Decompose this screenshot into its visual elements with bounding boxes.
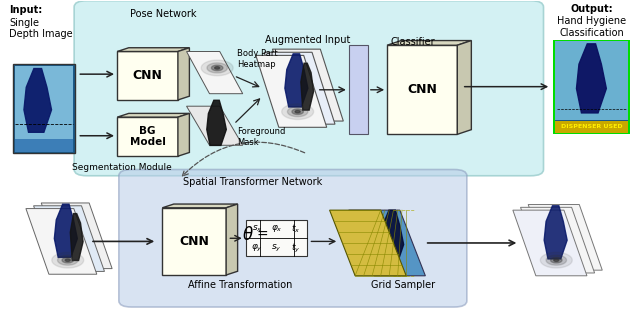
Bar xyxy=(13,64,76,153)
Text: DISPENSER USED: DISPENSER USED xyxy=(561,124,622,129)
Polygon shape xyxy=(26,208,97,274)
Polygon shape xyxy=(550,257,562,263)
Polygon shape xyxy=(24,68,52,132)
Text: $s_x$: $s_x$ xyxy=(252,223,262,234)
Text: $t_x$: $t_x$ xyxy=(291,222,301,235)
Bar xyxy=(555,41,628,133)
Polygon shape xyxy=(211,65,223,71)
Text: Spatial Transformer Network: Spatial Transformer Network xyxy=(183,177,323,187)
Bar xyxy=(555,121,628,133)
Text: $\varphi_y$: $\varphi_y$ xyxy=(252,242,263,253)
Polygon shape xyxy=(186,106,243,145)
Polygon shape xyxy=(387,45,458,134)
Bar xyxy=(553,40,630,134)
Text: CNN: CNN xyxy=(179,235,209,248)
Polygon shape xyxy=(178,113,189,156)
Polygon shape xyxy=(528,204,602,270)
Text: Augmented Input: Augmented Input xyxy=(264,35,350,45)
Polygon shape xyxy=(381,210,404,263)
Text: Hand Hygiene: Hand Hygiene xyxy=(557,16,626,26)
Polygon shape xyxy=(544,206,567,259)
Text: Body Part
Heatmap: Body Part Heatmap xyxy=(237,49,278,68)
Polygon shape xyxy=(214,67,220,69)
Text: $\theta$: $\theta$ xyxy=(242,226,254,244)
Polygon shape xyxy=(226,204,237,275)
Polygon shape xyxy=(554,259,559,262)
Polygon shape xyxy=(458,41,471,134)
Text: CNN: CNN xyxy=(407,83,437,96)
Bar xyxy=(15,139,74,152)
Polygon shape xyxy=(62,257,74,263)
Polygon shape xyxy=(540,252,572,268)
Text: Pose Network: Pose Network xyxy=(131,8,196,19)
Polygon shape xyxy=(163,204,237,208)
Polygon shape xyxy=(295,111,300,113)
Text: CNN: CNN xyxy=(132,69,163,82)
Polygon shape xyxy=(207,63,227,73)
Polygon shape xyxy=(282,104,314,120)
Polygon shape xyxy=(54,204,77,257)
Polygon shape xyxy=(117,51,178,100)
Text: Affine Transformation: Affine Transformation xyxy=(188,280,292,290)
Text: $s_y$: $s_y$ xyxy=(271,242,282,253)
Polygon shape xyxy=(33,206,104,271)
Text: Classification: Classification xyxy=(559,28,624,38)
FancyBboxPatch shape xyxy=(119,170,467,307)
Bar xyxy=(349,45,368,134)
Text: Output:: Output: xyxy=(570,4,612,14)
Bar xyxy=(246,220,307,256)
Polygon shape xyxy=(387,41,471,45)
Polygon shape xyxy=(207,100,227,145)
Polygon shape xyxy=(273,49,343,121)
Polygon shape xyxy=(256,55,326,127)
Polygon shape xyxy=(52,252,84,268)
Polygon shape xyxy=(70,214,83,261)
Polygon shape xyxy=(292,109,303,115)
Text: =: = xyxy=(256,228,268,242)
Text: Grid Sampler: Grid Sampler xyxy=(371,280,435,290)
Polygon shape xyxy=(520,207,595,273)
Text: Classifier: Classifier xyxy=(390,37,435,47)
Polygon shape xyxy=(349,210,426,276)
Polygon shape xyxy=(301,63,314,110)
Polygon shape xyxy=(65,259,70,262)
Text: Foreground
Mask: Foreground Mask xyxy=(237,127,285,147)
Text: Input:: Input: xyxy=(9,5,42,15)
Polygon shape xyxy=(117,48,189,51)
Polygon shape xyxy=(330,210,406,276)
Polygon shape xyxy=(513,210,587,276)
Polygon shape xyxy=(285,54,308,107)
Polygon shape xyxy=(58,255,78,265)
Text: BG
Model: BG Model xyxy=(130,126,166,148)
FancyBboxPatch shape xyxy=(74,1,543,176)
Text: Single: Single xyxy=(9,18,39,28)
Text: Depth Image: Depth Image xyxy=(9,29,72,39)
Polygon shape xyxy=(117,113,189,117)
Text: $t_y$: $t_y$ xyxy=(291,241,301,255)
Polygon shape xyxy=(287,107,308,117)
Bar xyxy=(555,120,628,133)
Polygon shape xyxy=(41,203,112,268)
Polygon shape xyxy=(117,117,178,156)
Polygon shape xyxy=(264,52,335,124)
Bar xyxy=(15,66,74,152)
Polygon shape xyxy=(201,60,233,76)
Polygon shape xyxy=(546,255,566,265)
Text: $\varphi_x$: $\varphi_x$ xyxy=(271,223,282,234)
Polygon shape xyxy=(163,208,226,275)
Text: Segmentation Module: Segmentation Module xyxy=(72,163,172,172)
Polygon shape xyxy=(178,48,189,100)
Polygon shape xyxy=(186,51,243,94)
Polygon shape xyxy=(577,44,606,113)
